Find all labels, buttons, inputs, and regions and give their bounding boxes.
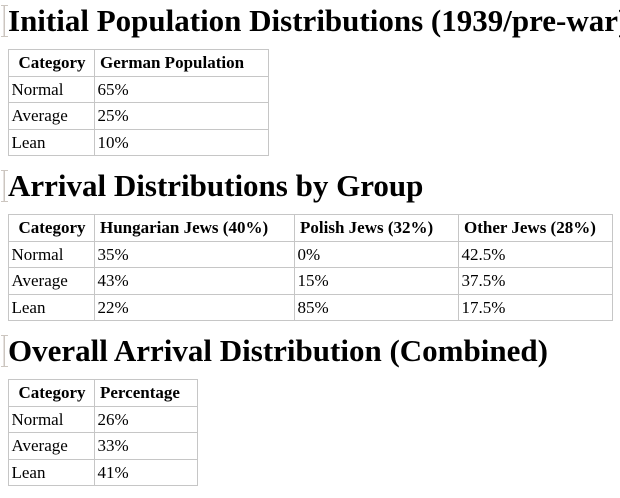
table-row: Lean 41% [8,458,198,486]
header-cell-category: Category [8,379,95,407]
value-cell: 37.5% [458,267,613,295]
section-heading-text: Arrival Distributions by Group [8,168,424,203]
header-cell: Other Jews (28%) [458,214,613,242]
row-label-cell: Lean [8,293,95,321]
table-row: Normal 26% [8,405,198,433]
row-label-cell: Average [8,102,95,130]
header-cell: German Population [94,49,269,77]
value-cell: 10% [94,128,269,156]
document-body: Initial Population Distributions (1939/p… [1,3,620,486]
value-cell: 26% [94,405,198,433]
value-cell: 42.5% [458,240,613,268]
table-row: Lean 10% [8,128,269,156]
section-heading-text: Initial Population Distributions (1939/p… [8,3,620,38]
section-heading: Overall Arrival Distribution (Combined) [1,333,612,369]
row-label-cell: Average [8,432,95,460]
table-row: Average 25% [8,102,269,130]
text-cursor-icon [1,335,8,367]
header-cell: Percentage [94,379,198,407]
header-cell-category: Category [8,214,95,242]
value-cell: 15% [294,267,459,295]
value-cell: 41% [94,458,198,486]
value-cell: 65% [94,75,269,103]
table-header-row: Category Hungarian Jews (40%) Polish Jews … [8,214,613,242]
table-row: Normal 35% 0% 42.5% [8,240,613,268]
text-cursor-icon [1,170,8,202]
row-label-cell: Lean [8,128,95,156]
value-cell: 17.5% [458,293,613,321]
section-heading-text: Overall Arrival Distribution (Combined) [8,333,548,368]
table-header-row: Category Percentage [8,379,198,407]
value-cell: 33% [94,432,198,460]
row-label-cell: Lean [8,458,95,486]
row-label-cell: Normal [8,405,95,433]
table-row: Average 33% [8,432,198,460]
row-label-cell: Average [8,267,95,295]
value-cell: 35% [94,240,295,268]
row-label-cell: Normal [8,240,95,268]
value-cell: 25% [94,102,269,130]
header-cell-category: Category [8,49,95,77]
section-heading: Arrival Distributions by Group [1,168,612,204]
data-table: Category Percentage Normal 26% Average 33% Le… [8,379,198,486]
document-section: Arrival Distributions by Group Category H… [1,168,613,321]
table-row: Normal 65% [8,75,269,103]
header-cell: Polish Jews (32%) [294,214,459,242]
document-section: Overall Arrival Distribution (Combined) … [1,333,612,486]
value-cell: 43% [94,267,295,295]
section-heading: Initial Population Distributions (1939/p… [1,3,620,39]
table-row: Average 43% 15% 37.5% [8,267,613,295]
data-table: Category German Population Normal 65% Avera… [8,49,269,156]
value-cell: 0% [294,240,459,268]
header-cell: Hungarian Jews (40%) [94,214,295,242]
document-section: Initial Population Distributions (1939/p… [1,3,620,156]
value-cell: 85% [294,293,459,321]
table-row: Lean 22% 85% 17.5% [8,293,613,321]
row-label-cell: Normal [8,75,95,103]
data-table: Category Hungarian Jews (40%) Polish Jews … [8,214,613,321]
text-cursor-icon [1,5,8,37]
value-cell: 22% [94,293,295,321]
table-header-row: Category German Population [8,49,269,77]
